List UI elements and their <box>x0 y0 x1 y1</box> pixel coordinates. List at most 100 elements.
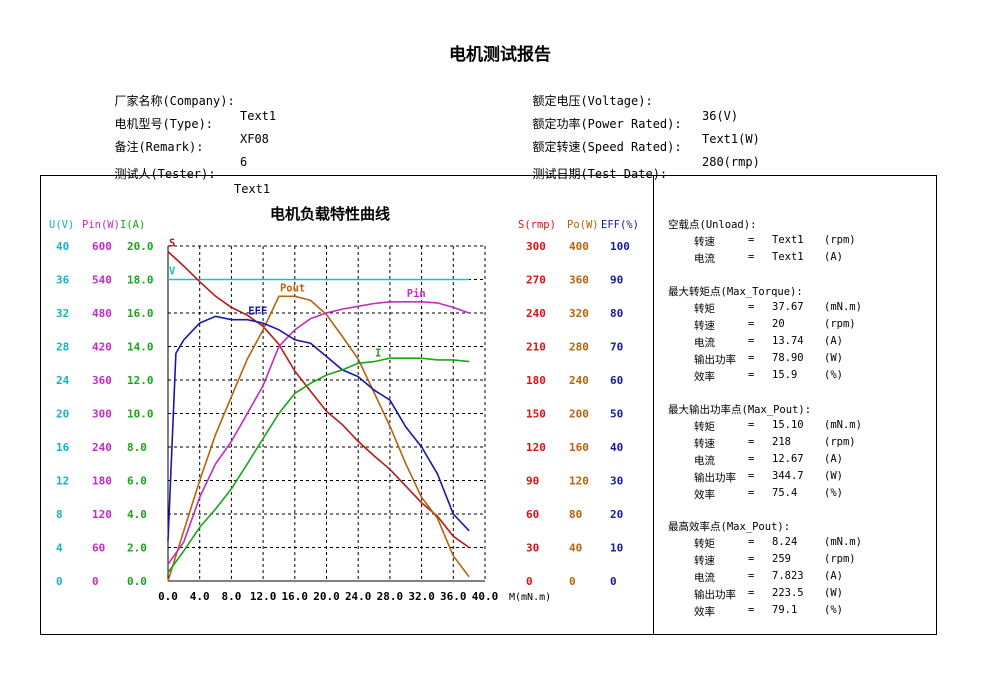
info-value: 6 <box>240 155 248 169</box>
result-eq: = <box>748 470 755 482</box>
x-tick-label: 4.0 <box>190 590 210 603</box>
right-axis-tick: 400 <box>569 240 589 253</box>
info-label: 额定功率(Power Rated): <box>532 117 682 131</box>
right-axis-tick: 90 <box>610 274 623 287</box>
left-axis-tick: 18.0 <box>127 274 154 287</box>
left-axis-tick: 4 <box>56 542 63 555</box>
right-axis-tick: 80 <box>569 508 582 521</box>
result-key: 输出功率 <box>694 589 736 601</box>
right-axis-tick: 60 <box>610 374 623 387</box>
right-axis-tick: 0 <box>569 575 576 588</box>
result-value: 259 <box>772 553 791 565</box>
x-tick-label: 12.0 <box>250 590 277 603</box>
info-label: 额定电压(Voltage): <box>532 94 653 108</box>
right-axis-header: Po(W) <box>567 219 599 231</box>
left-axis-tick: 14.0 <box>127 341 154 354</box>
result-unit: (%) <box>824 487 843 499</box>
x-tick-label: 36.0 <box>440 590 467 603</box>
result-key: 转矩 <box>694 303 715 315</box>
right-axis-tick: 40 <box>610 441 623 454</box>
right-axis-tick: 40 <box>569 542 582 555</box>
x-tick-label: 8.0 <box>221 590 241 603</box>
info-company: 厂家名称(Company): Text1 <box>100 78 276 123</box>
result-unit: (rpm) <box>824 318 856 330</box>
info-value: Text1 <box>234 182 271 196</box>
left-axis-tick: 0 <box>92 575 99 588</box>
result-value: 8.24 <box>772 536 798 548</box>
result-key: 效率 <box>694 371 715 383</box>
right-axis-tick: 240 <box>569 374 589 387</box>
result-eq: = <box>748 587 755 599</box>
left-axis-tick: 0.0 <box>127 575 147 588</box>
right-axis-tick: 150 <box>526 408 546 421</box>
left-axis-tick: 8 <box>56 508 63 521</box>
left-axis-header: Pin(W) <box>82 219 120 231</box>
right-axis-tick: 20 <box>610 508 623 521</box>
series-label-pin: Pin <box>407 288 426 300</box>
right-axis-tick: 70 <box>610 341 623 354</box>
right-axis-tick: 60 <box>526 508 539 521</box>
right-axis-tick: 210 <box>526 341 546 354</box>
left-axis-tick: 300 <box>92 408 112 421</box>
series-label-eff: EFF <box>248 306 267 318</box>
right-axis-tick: 320 <box>569 307 589 320</box>
report-title: 电机测试报告 <box>449 45 551 65</box>
info-label: 备注(Remark): <box>114 140 204 154</box>
result-unit: (A) <box>824 335 843 347</box>
result-eq: = <box>748 352 755 364</box>
right-axis-header: S(rmp) <box>518 219 556 231</box>
left-axis-tick: 120 <box>92 508 112 521</box>
result-value: 37.67 <box>772 301 804 313</box>
result-unit: (rpm) <box>824 234 856 246</box>
result-value: 75.4 <box>772 487 798 499</box>
result-key: 电流 <box>694 455 715 467</box>
left-axis-tick: 28 <box>56 341 69 354</box>
left-axis-tick: 40 <box>56 240 69 253</box>
result-eq: = <box>748 536 755 548</box>
result-unit: (W) <box>824 587 843 599</box>
info-label: 电机型号(Type): <box>114 117 214 131</box>
x-tick-label: 20.0 <box>313 590 340 603</box>
left-axis-tick: 6.0 <box>127 475 147 488</box>
result-value: Text1 <box>772 234 804 246</box>
right-axis-tick: 180 <box>526 374 546 387</box>
left-axis-tick: 16.0 <box>127 307 154 320</box>
result-value: 12.67 <box>772 453 804 465</box>
right-axis-tick: 200 <box>569 408 589 421</box>
result-key: 输出功率 <box>694 354 736 366</box>
result-key: 电流 <box>694 572 715 584</box>
info-value: Text1(W) <box>702 132 760 146</box>
info-value: 36(V) <box>702 109 739 123</box>
left-axis-tick: 2.0 <box>127 542 147 555</box>
right-axis-tick: 240 <box>526 307 546 320</box>
result-value: 15.9 <box>772 369 798 381</box>
result-eq: = <box>748 318 755 330</box>
result-value: 344.7 <box>772 470 804 482</box>
right-axis-tick: 30 <box>526 542 539 555</box>
right-axis-tick: 160 <box>569 441 589 454</box>
result-eq: = <box>748 570 755 582</box>
x-tick-label: 0.0 <box>158 590 178 603</box>
left-axis-tick: 420 <box>92 341 112 354</box>
left-axis-tick: 10.0 <box>127 408 154 421</box>
result-unit: (mN.m) <box>824 301 862 313</box>
x-tick-label: 40.0 <box>472 590 499 603</box>
result-eq: = <box>748 335 755 347</box>
left-axis-tick: 24 <box>56 374 70 387</box>
result-unit: (A) <box>824 251 843 263</box>
right-axis-tick: 300 <box>526 240 546 253</box>
result-group-title: 最大转矩点(Max_Torque): <box>668 286 803 298</box>
left-axis-header: U(V) <box>49 219 74 231</box>
result-value: 15.10 <box>772 419 804 431</box>
series-label-i: I <box>375 348 381 360</box>
result-unit: (W) <box>824 352 843 364</box>
frame-divider <box>653 175 654 635</box>
result-key: 电流 <box>694 337 715 349</box>
series-label-u: V <box>169 266 176 278</box>
right-axis-tick: 360 <box>569 274 589 287</box>
result-eq: = <box>748 251 755 263</box>
result-value: 79.1 <box>772 604 798 616</box>
result-unit: (mN.m) <box>824 536 862 548</box>
result-key: 效率 <box>694 489 715 501</box>
right-axis-tick: 120 <box>526 441 546 454</box>
